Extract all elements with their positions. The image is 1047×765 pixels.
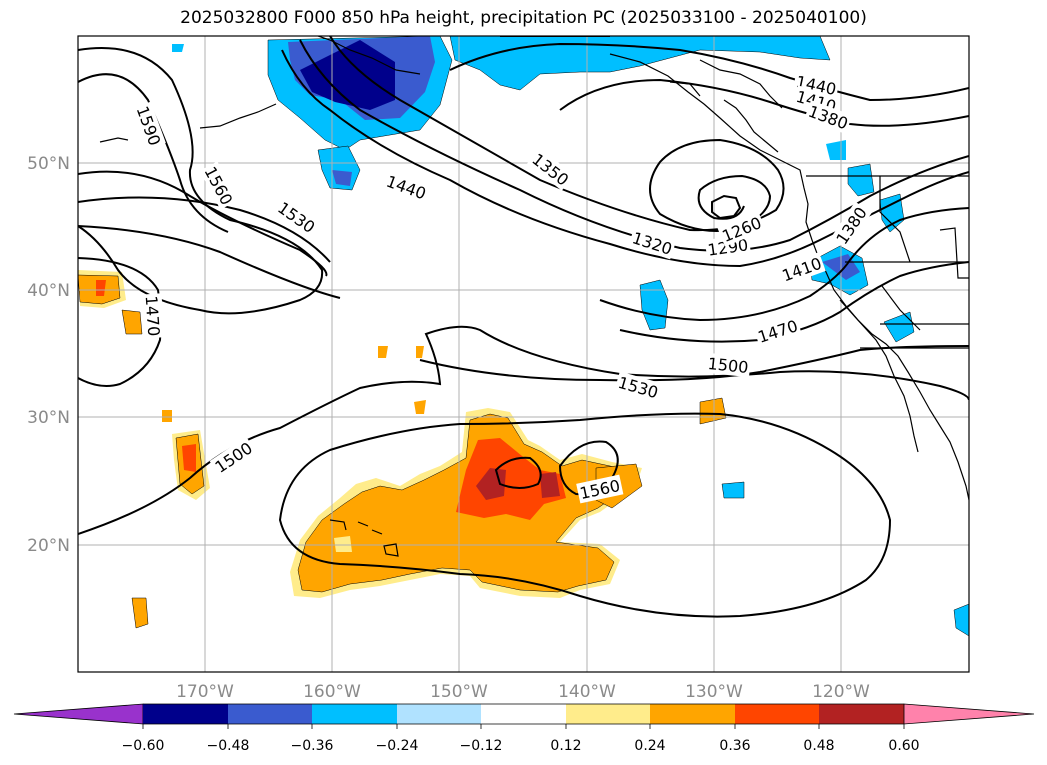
colorbar-segment <box>650 704 735 724</box>
colorbar-segment <box>481 704 566 724</box>
colorbar-tick-label: 0.48 <box>803 738 834 754</box>
colorbar-tick-label: 0.36 <box>719 738 750 754</box>
lat-label-50n: 50°N <box>27 154 70 174</box>
latitude-axis: 50°N 40°N 30°N 20°N <box>27 154 70 556</box>
colorbar-tick-label: −0.12 <box>460 738 503 754</box>
colorbar-tick-label: −0.36 <box>291 738 334 754</box>
contour-label: 1500 <box>707 354 749 377</box>
longitude-axis: 170°W 160°W 150°W 140°W 130°W 120°W <box>176 682 870 702</box>
colorbar-tick-label: 0.12 <box>550 738 581 754</box>
lon-label-140w: 140°W <box>558 682 616 702</box>
map-title: 2025032800 F000 850 hPa height, precipit… <box>180 8 867 28</box>
colorbar-extend-low <box>13 703 144 725</box>
contour-label: 1470 <box>142 295 164 337</box>
lon-label-170w: 170°W <box>176 682 234 702</box>
colorbar-segment <box>566 704 650 724</box>
colorbar-segment <box>397 704 481 724</box>
lon-label-120w: 120°W <box>812 682 870 702</box>
lon-label-150w: 150°W <box>430 682 488 702</box>
colorbar: −0.60 −0.48 −0.36 −0.24 −0.12 0.12 0.24 … <box>13 703 1035 754</box>
colorbar-segment <box>143 704 228 724</box>
lon-label-130w: 130°W <box>685 682 743 702</box>
colorbar-tick-label: 0.24 <box>634 738 665 754</box>
graticule <box>78 36 969 672</box>
lat-label-30n: 30°N <box>27 408 70 428</box>
lat-label-40n: 40°N <box>27 281 70 301</box>
colorbar-segment <box>819 704 904 724</box>
lon-label-160w: 160°W <box>303 682 361 702</box>
colorbar-tick-label: 0.60 <box>888 738 919 754</box>
map-content: 1590 1560 1530 1440 1350 1320 1290 1260 … <box>78 36 969 672</box>
colorbar-tick-label: −0.24 <box>376 738 419 754</box>
positive-anomaly-fields <box>78 270 727 629</box>
map-frame <box>77 35 970 673</box>
colorbar-segment <box>228 704 312 724</box>
lat-label-20n: 20°N <box>27 536 70 556</box>
colorbar-tick-label: −0.60 <box>122 738 165 754</box>
colorbar-segment <box>312 704 397 724</box>
colorbar-segment <box>735 704 819 724</box>
colorbar-tick-label: −0.48 <box>207 738 250 754</box>
colorbar-extend-high <box>903 703 1035 725</box>
